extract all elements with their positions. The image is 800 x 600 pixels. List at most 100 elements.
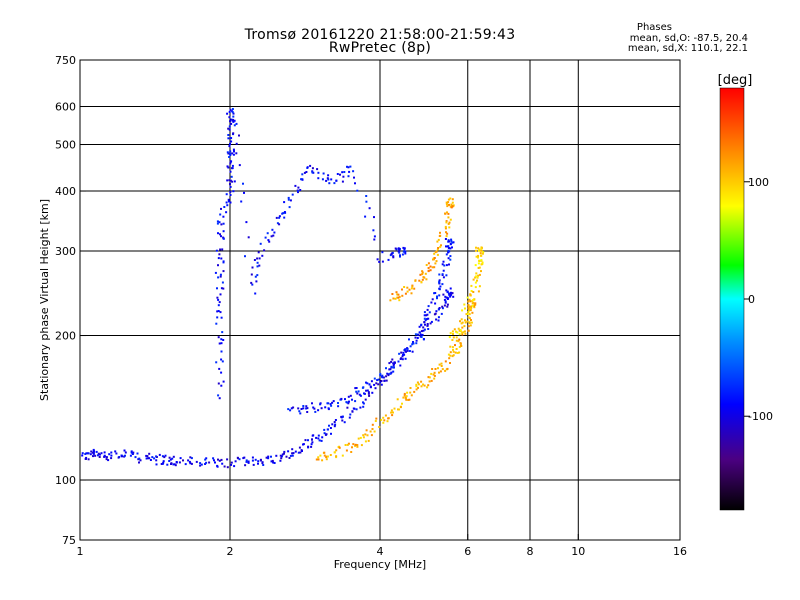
echo-point <box>216 310 219 313</box>
echo-point <box>230 140 233 143</box>
echo-point <box>438 363 441 366</box>
echo-point <box>259 458 262 461</box>
echo-point <box>433 371 436 374</box>
echo-point <box>424 323 426 326</box>
echo-point <box>401 294 404 297</box>
echo-point <box>446 367 449 370</box>
echo-point <box>438 294 441 297</box>
echo-point <box>219 311 222 314</box>
echo-point <box>298 446 301 449</box>
echo-point <box>475 255 478 258</box>
echo-point <box>219 248 222 251</box>
echo-point <box>90 450 93 453</box>
echo-point <box>317 437 320 440</box>
echo-point <box>273 231 276 234</box>
echo-point <box>444 238 447 240</box>
echo-point <box>382 416 385 419</box>
echo-point <box>315 436 318 439</box>
echo-point <box>240 200 243 203</box>
echo-point <box>364 433 367 436</box>
echo-point <box>158 453 161 456</box>
echo-point <box>435 310 438 313</box>
echo-point <box>359 394 362 397</box>
echo-point <box>230 122 233 125</box>
echo-point <box>392 411 394 414</box>
echo-point <box>434 312 437 315</box>
echo-point <box>458 346 461 348</box>
echo-point <box>459 320 461 323</box>
echo-point <box>385 379 388 382</box>
echo-point <box>220 235 222 238</box>
echo-point <box>411 350 414 353</box>
echo-point <box>440 244 442 247</box>
echo-point <box>327 174 330 177</box>
echo-point <box>449 197 452 200</box>
echo-point <box>463 330 466 333</box>
echo-point <box>235 122 238 125</box>
echo-point <box>473 305 475 308</box>
echo-point <box>474 276 477 279</box>
echo-point <box>251 456 254 459</box>
echo-point <box>441 368 444 371</box>
echo-point <box>452 354 455 357</box>
echo-point <box>289 454 292 457</box>
echo-point <box>285 455 288 458</box>
echo-point <box>417 386 419 389</box>
echo-point <box>311 171 314 174</box>
echo-point <box>422 383 424 386</box>
echo-point <box>228 110 231 113</box>
echo-point <box>467 310 470 313</box>
echo-point <box>228 145 231 148</box>
echo-point <box>441 307 444 310</box>
echo-point <box>411 343 414 346</box>
echo-point <box>117 456 120 459</box>
echo-point <box>220 287 223 290</box>
echo-point <box>447 353 450 356</box>
echo-point <box>445 201 448 204</box>
echo-point <box>373 430 376 433</box>
echo-point <box>413 287 416 290</box>
echo-point <box>433 377 436 380</box>
echo-point <box>319 454 322 457</box>
echo-point <box>222 380 225 383</box>
echo-point <box>373 377 376 380</box>
echo-point <box>404 292 407 295</box>
echo-point <box>440 365 443 367</box>
echo-point <box>468 309 471 312</box>
echo-point <box>219 213 222 216</box>
echo-point <box>121 455 123 458</box>
echo-point <box>444 360 447 363</box>
echo-point <box>217 264 219 267</box>
echo-point <box>217 382 220 385</box>
echo-point <box>227 198 230 201</box>
echo-point <box>439 231 441 234</box>
echo-point <box>394 297 397 300</box>
echo-point <box>466 296 469 299</box>
echo-point <box>108 453 111 456</box>
echo-point <box>226 466 229 469</box>
echo-point <box>380 380 383 382</box>
echo-point <box>341 419 344 422</box>
echo-point <box>124 451 127 454</box>
echo-point <box>339 173 341 176</box>
echo-point <box>480 270 482 273</box>
echo-point <box>315 458 318 461</box>
echo-point <box>397 360 400 363</box>
echo-point <box>357 390 360 393</box>
echo-point <box>447 216 450 219</box>
echo-point <box>403 286 406 288</box>
echo-point <box>220 338 223 341</box>
echo-point <box>292 452 295 455</box>
echo-point <box>89 453 92 456</box>
echo-point <box>414 336 417 339</box>
echo-point <box>289 199 292 202</box>
echo-point <box>220 207 222 210</box>
echo-point <box>404 348 407 351</box>
echo-point <box>428 311 431 314</box>
echo-point <box>396 398 399 401</box>
echo-point <box>459 342 462 345</box>
echo-point <box>302 407 305 410</box>
echo-point <box>373 235 376 238</box>
echo-point <box>219 275 222 278</box>
echo-point <box>195 460 198 463</box>
